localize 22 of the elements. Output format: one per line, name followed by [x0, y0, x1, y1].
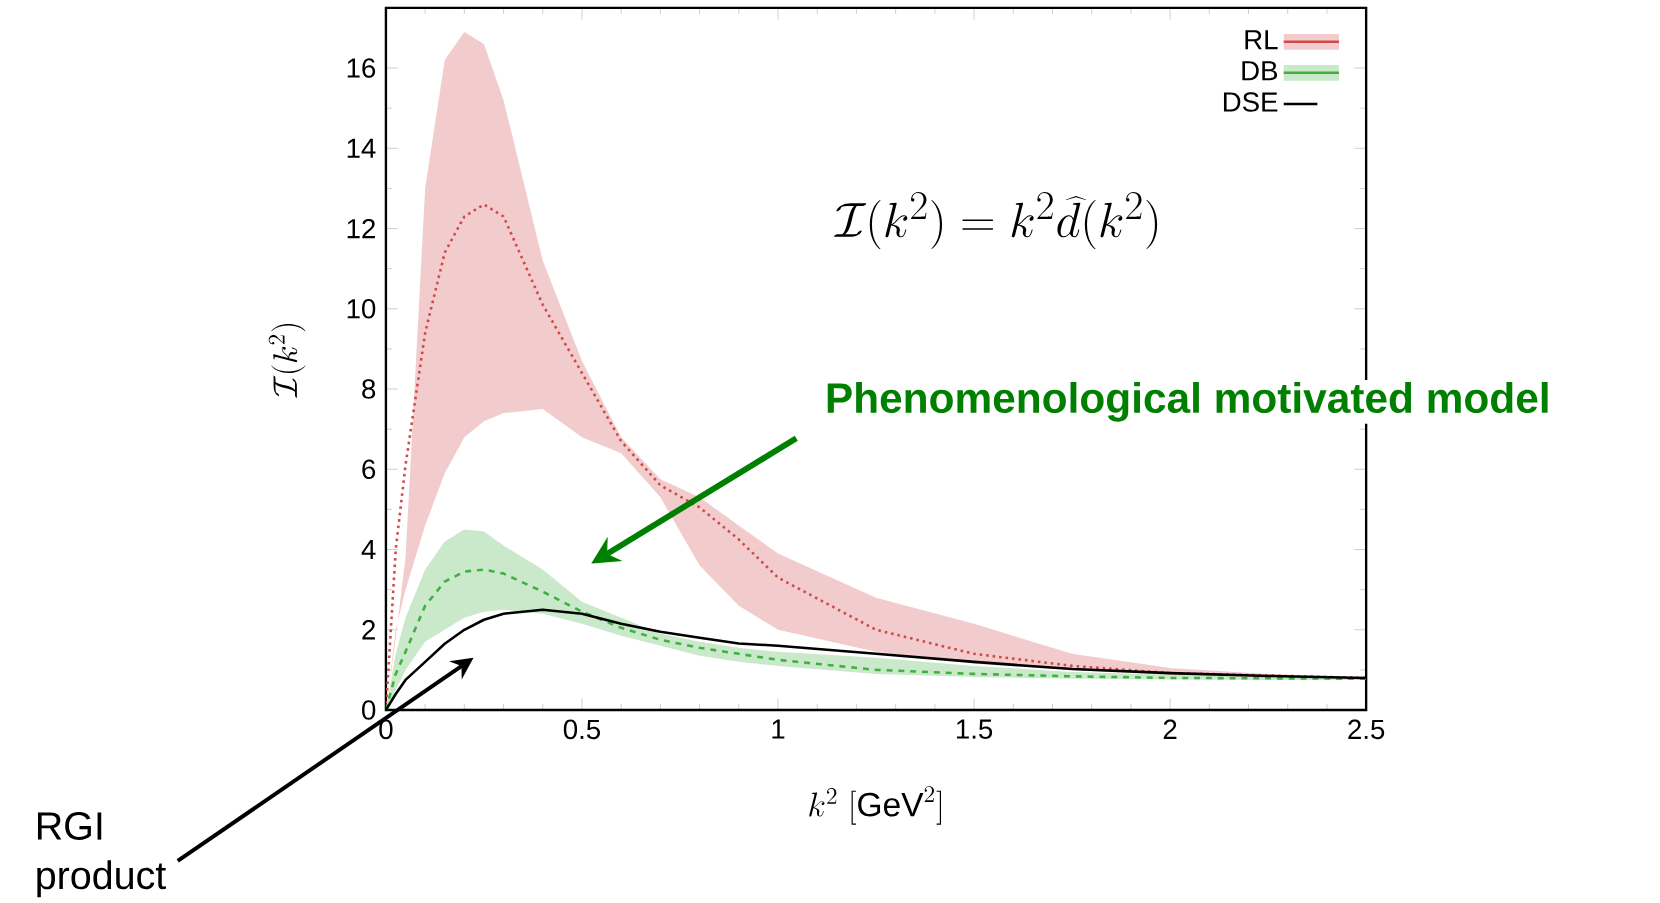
annotation: $\mathcal{I}(k^2) = k^2\widehat{d}(k^2)$: [833, 191, 1158, 249]
x-tick-label: 2: [1163, 719, 1177, 739]
y-tick-label: 2: [362, 619, 375, 640]
text: RGI product: [37, 811, 166, 897]
y-tick-label: 16: [347, 58, 376, 78]
x-tick-label: 2.5: [1348, 719, 1385, 740]
x-tick-label: 0.5: [563, 719, 600, 740]
y-tick-label: 14: [347, 138, 376, 158]
annotation: Phenomenological motivated model: [827, 381, 1548, 422]
legend-label: RL: [1245, 30, 1278, 50]
x-axis-title: $k^2\;[\mathrm{GeV}^2]$: [809, 786, 942, 825]
y-tick-label: 10: [347, 298, 376, 319]
x-tick-label: 1: [772, 719, 785, 739]
x-tick-label: 1.5: [956, 719, 993, 739]
y-tick-label: 12: [347, 218, 375, 239]
y-tick-label: 8: [362, 379, 376, 399]
y-axis-title: $\mathcal{I}(k^2)$: [268, 323, 306, 398]
legend-label: DSE: [1223, 92, 1278, 112]
y-tick-label: 6: [362, 459, 376, 479]
y-tick-label: 0: [362, 700, 376, 720]
y-tick-label: 4: [361, 539, 376, 559]
legend-label: DB: [1242, 61, 1278, 81]
